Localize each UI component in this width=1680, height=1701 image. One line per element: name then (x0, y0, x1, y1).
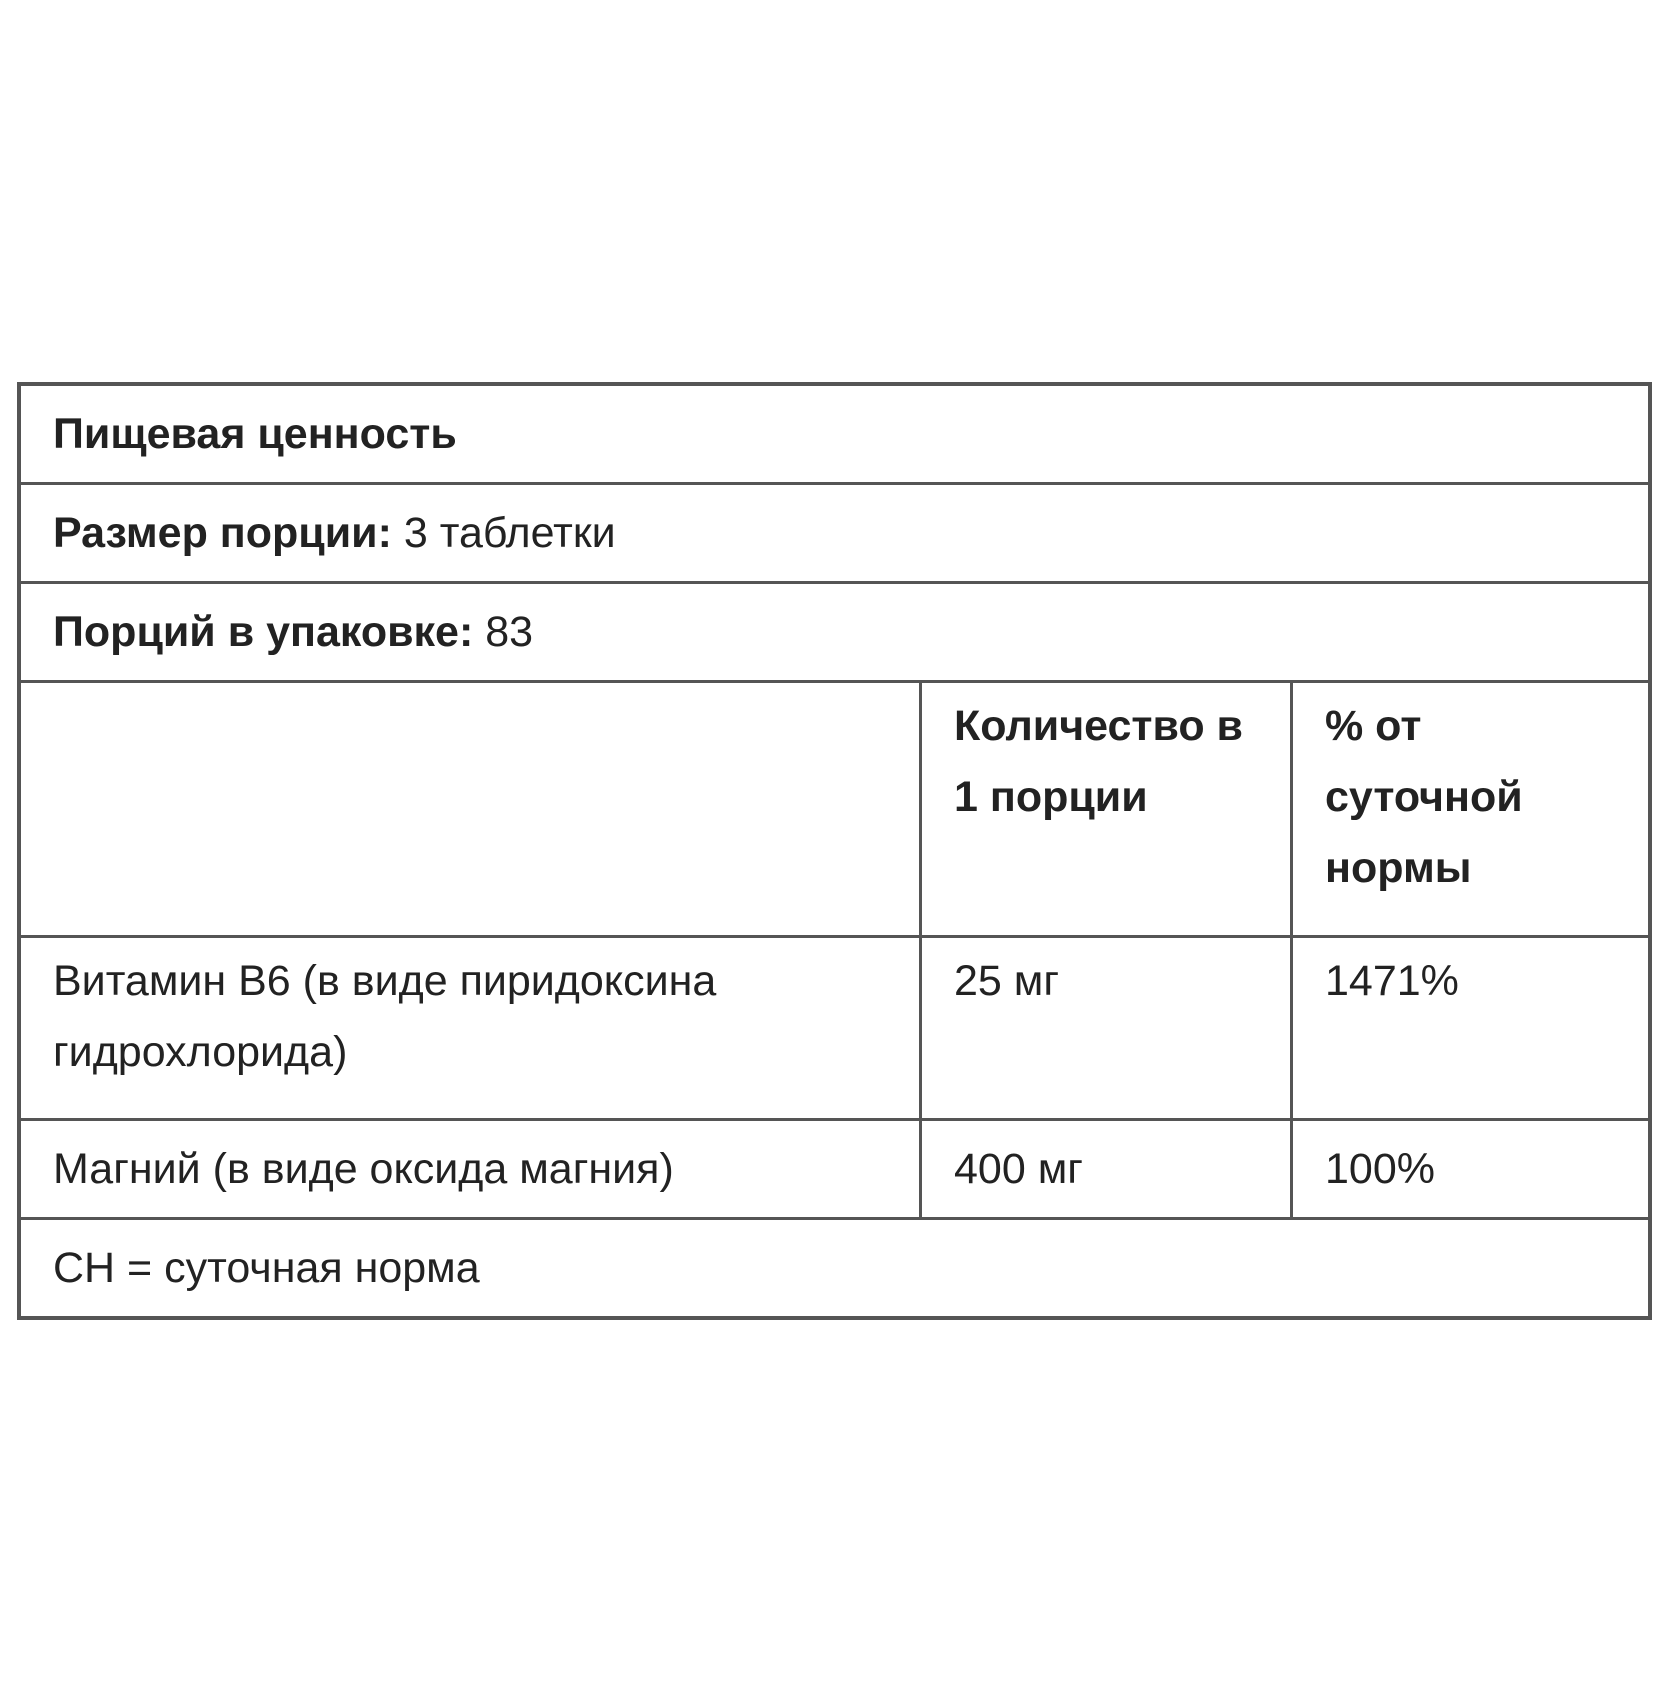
column-header-name (17, 680, 922, 938)
nutrient-dv: 1471% (1290, 935, 1652, 1121)
serving-size-row: Размер порции: 3 таблетки (17, 482, 1652, 584)
nutrient-dv: 100% (1290, 1118, 1652, 1220)
title-text: Пищевая ценность (53, 410, 457, 458)
table-row: Витамин B6 (в виде пиридоксина гидрохлор… (17, 935, 1652, 1121)
column-header-row: Количество в 1 порции % от суточной норм… (17, 680, 1652, 938)
nutrient-name: Магний (в виде оксида магния) (17, 1118, 922, 1220)
amount-header-text: Количество в 1 порции (954, 702, 1243, 821)
servings-value: 83 (485, 608, 534, 656)
table-title: Пищевая ценность (17, 382, 1652, 485)
dv-header-text: % от суточной нормы (1325, 702, 1523, 892)
servings-label: Порций в упаковке: (53, 608, 474, 656)
nutrient-name: Витамин B6 (в виде пиридоксина гидрохлор… (17, 935, 922, 1121)
column-header-amount: Количество в 1 порции (919, 680, 1293, 938)
servings-per-container-row: Порций в упаковке: 83 (17, 581, 1652, 683)
footnote: СН = суточная норма (17, 1217, 1652, 1320)
nutrition-facts-table: Пищевая ценность Размер порции: 3 таблет… (17, 382, 1652, 1320)
table-row: Магний (в виде оксида магния) 400 мг 100… (17, 1118, 1652, 1220)
serving-size-value: 3 таблетки (403, 509, 616, 557)
column-header-dv: % от суточной нормы (1290, 680, 1652, 938)
nutrient-amount: 400 мг (919, 1118, 1293, 1220)
nutrient-amount: 25 мг (919, 935, 1293, 1121)
serving-size-label: Размер порции: (53, 509, 392, 557)
